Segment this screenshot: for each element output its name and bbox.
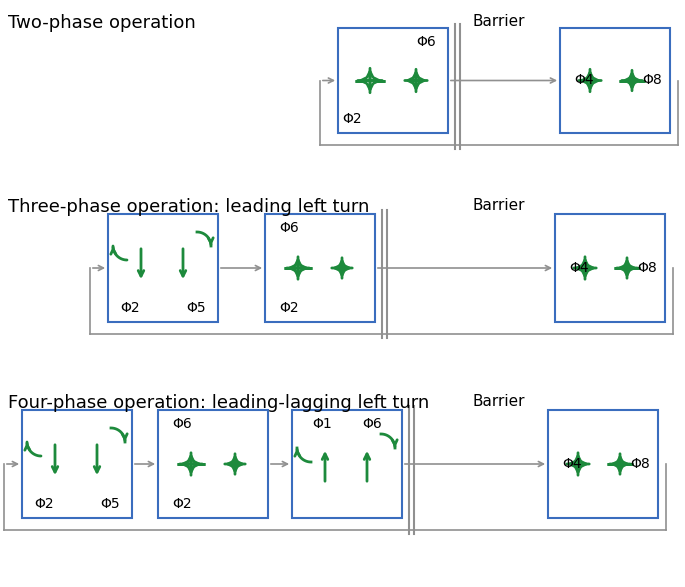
- Text: Φ8: Φ8: [637, 261, 657, 275]
- Text: Φ6: Φ6: [172, 417, 192, 431]
- Bar: [338, 28, 448, 133]
- Text: Φ6: Φ6: [362, 417, 382, 431]
- Text: Φ8: Φ8: [643, 73, 662, 87]
- Text: Φ5: Φ5: [186, 301, 206, 315]
- Text: Φ2: Φ2: [172, 497, 192, 511]
- Text: Φ4: Φ4: [562, 457, 582, 471]
- Text: Φ4: Φ4: [574, 73, 594, 87]
- Bar: [555, 214, 665, 322]
- Text: Barrier: Barrier: [473, 394, 525, 409]
- Text: Φ2: Φ2: [279, 301, 299, 315]
- Text: Φ5: Φ5: [100, 497, 120, 511]
- Text: Φ1: Φ1: [312, 417, 332, 431]
- Text: Φ2: Φ2: [120, 301, 140, 315]
- Text: Barrier: Barrier: [473, 14, 525, 29]
- Bar: [22, 410, 132, 518]
- Text: Barrier: Barrier: [473, 198, 525, 213]
- Text: Φ8: Φ8: [630, 457, 650, 471]
- Bar: [265, 214, 375, 322]
- Text: Φ6: Φ6: [279, 221, 299, 235]
- Text: Two-phase operation: Two-phase operation: [8, 14, 196, 32]
- Bar: [158, 410, 268, 518]
- Bar: [548, 410, 658, 518]
- Bar: [292, 410, 402, 518]
- Text: Four-phase operation: leading-lagging left turn: Four-phase operation: leading-lagging le…: [8, 394, 429, 412]
- Bar: [108, 214, 218, 322]
- Text: Φ6: Φ6: [416, 35, 436, 49]
- Text: Φ4: Φ4: [569, 261, 588, 275]
- Text: Three-phase operation: leading left turn: Three-phase operation: leading left turn: [8, 198, 369, 216]
- Text: Φ2: Φ2: [342, 112, 362, 126]
- Text: Φ2: Φ2: [34, 497, 54, 511]
- Bar: [560, 28, 670, 133]
